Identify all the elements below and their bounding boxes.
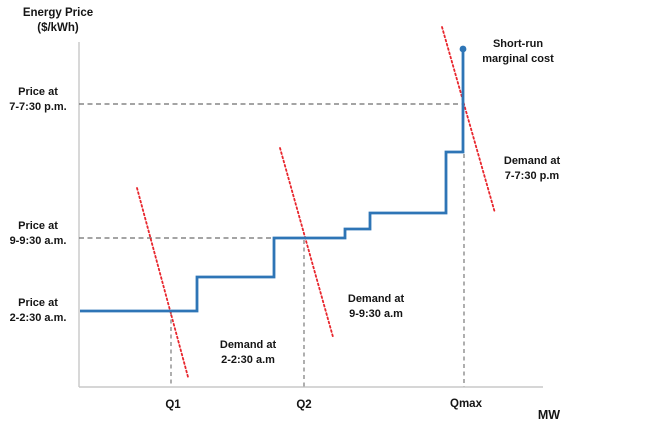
smc-label-line1: Short-run: [492, 38, 544, 50]
x-tick-q2: Q2: [296, 399, 312, 411]
demand-label-2-230am-line1: Demand at: [219, 339, 277, 351]
price-label-9-930am-line1: Price at: [18, 220, 58, 232]
x-tick-qmax: Qmax: [450, 398, 482, 410]
supply-curve: [80, 49, 465, 313]
price-label-7-730pm-line1: Price at: [18, 86, 58, 98]
demand-label-9-930am-line2: 9-9:30 a.m: [349, 308, 403, 320]
demand-label-9-930am: Demand at 9-9:30 a.m: [331, 292, 421, 322]
y-axis-title: Energy Price ($/kWh): [6, 6, 110, 36]
price-label-2-230am-line1: Price at: [18, 297, 58, 309]
demand-curve-2: [441, 26, 496, 214]
price-label-7-730pm-line2: 7-7:30 p.m.: [9, 101, 67, 113]
demand-label-2-230am-line2: 2-2:30 a.m: [221, 354, 275, 366]
demand-curve-1: [279, 147, 334, 338]
demand-label-9-930am-line1: Demand at: [347, 293, 405, 305]
demand-label-7-730pm: Demand at 7-7:30 p.m: [486, 154, 578, 184]
smc-label-line2: marginal cost: [482, 53, 554, 65]
y-axis-title-line2: ($/kWh): [37, 22, 79, 34]
x-tick-q1: Q1: [165, 399, 181, 411]
short-run-marginal-cost-label: Short-run marginal cost: [472, 37, 564, 67]
demand-label-7-730pm-line2: 7-7:30 p.m: [504, 170, 560, 182]
price-label-2-230am-line2: 2-2:30 a.m.: [9, 312, 67, 324]
supply-curve-end-dot: [459, 45, 467, 53]
demand-curve-0: [136, 187, 189, 378]
x-axis-title-mw: MW: [537, 408, 561, 422]
price-label-9-930am-line2: 9-9:30 a.m.: [9, 235, 67, 247]
price-label-9-930am: Price at 9-9:30 a.m.: [0, 219, 76, 249]
demand-label-2-230am: Demand at 2-2:30 a.m: [201, 338, 295, 368]
demand-label-7-730pm-line1: Demand at: [503, 155, 561, 167]
price-label-7-730pm: Price at 7-7:30 p.m.: [0, 85, 76, 115]
y-axis-title-line1: Energy Price: [22, 7, 94, 19]
price-label-2-230am: Price at 2-2:30 a.m.: [0, 296, 76, 326]
